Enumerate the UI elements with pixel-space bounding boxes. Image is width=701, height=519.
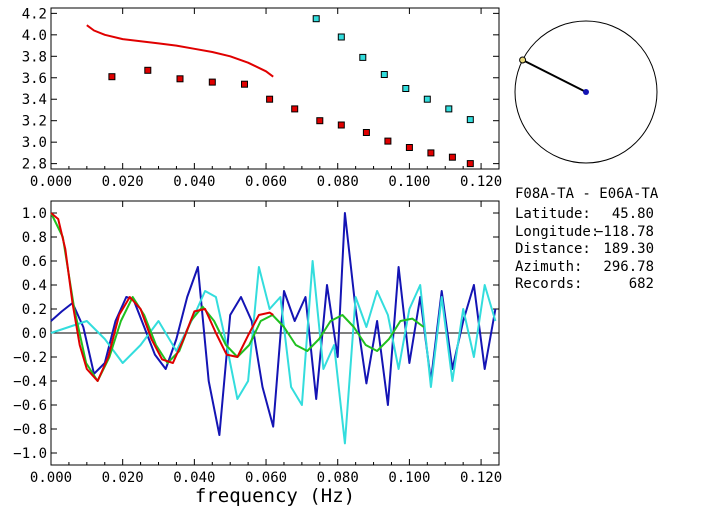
longitude-label: Longitude: [515, 224, 599, 240]
phase-velocity-panel: 0.000 0.020 0.040 0.060 0.080 0.100 0.120 2.8 3.… [22, 6, 502, 190]
x-tick-label: 0.040 [173, 174, 215, 190]
top-series [86, 15, 474, 168]
distance-label: Distance: [515, 241, 591, 257]
data-point [359, 53, 367, 61]
x-tick-label: 0.100 [388, 470, 430, 486]
x-axis-label: frequency (Hz) [195, 485, 355, 507]
y-tick-label: −0.4 [13, 374, 47, 390]
data-point [337, 33, 345, 41]
data-point [380, 71, 388, 78]
y-tick-label: 2.8 [22, 157, 47, 173]
y-tick-label: −0.8 [13, 422, 47, 438]
y-tick-label: 3.6 [22, 71, 47, 87]
y-tick-label: 0.2 [22, 302, 47, 318]
distance-value: 189.30 [603, 241, 654, 257]
data-point [384, 137, 392, 145]
station-info: F08A-TA - E06A-TA Latitude: 45.80 Longit… [515, 186, 659, 292]
series-line-0 [50, 212, 497, 436]
data-point [312, 15, 320, 23]
records-label: Records: [515, 276, 582, 292]
x-tick-label: 0.080 [317, 470, 359, 486]
x-tick-label: 0.120 [460, 470, 502, 486]
correlation-panel: 0.000 0.020 0.040 0.060 0.080 0.100 0.120 1.0 0.… [13, 200, 502, 507]
x-tick-label: 0.120 [460, 174, 502, 190]
station-pair: F08A-TA - E06A-TA [515, 186, 659, 202]
y-tick-label: 0.8 [22, 230, 47, 246]
latitude-label: Latitude: [515, 206, 591, 222]
records-value: 682 [629, 276, 654, 292]
longitude-value: −118.78 [595, 224, 654, 240]
data-point [108, 73, 116, 81]
data-point [337, 121, 345, 129]
center-marker [583, 89, 589, 95]
bottom-axis-ticks: 0.000 0.020 0.040 0.060 0.080 0.100 0.120 1.0 0.… [13, 201, 502, 486]
data-point [291, 105, 299, 113]
data-point [266, 95, 274, 103]
data-point [176, 75, 184, 83]
y-tick-label: 3.2 [22, 114, 47, 130]
series-line-0 [86, 24, 274, 78]
y-tick-label: 4.2 [22, 6, 47, 22]
data-point [466, 160, 474, 168]
station-marker [519, 56, 527, 64]
data-point [316, 117, 324, 125]
data-point [448, 153, 456, 161]
data-point [144, 66, 152, 74]
data-point [402, 85, 410, 92]
data-point [208, 78, 216, 86]
y-tick-label: 3.0 [22, 135, 47, 151]
x-tick-label: 0.100 [388, 174, 430, 190]
y-tick-label: −1.0 [13, 446, 47, 462]
y-tick-label: 3.8 [22, 49, 47, 65]
data-point [427, 149, 435, 157]
data-point [405, 144, 413, 151]
y-tick-label: 3.4 [22, 92, 47, 108]
y-tick-label: 0.4 [22, 278, 47, 294]
station-map [514, 20, 658, 164]
data-point [466, 116, 474, 124]
x-tick-label: 0.060 [245, 174, 287, 190]
x-tick-label: 0.000 [30, 470, 72, 486]
y-tick-label: −0.6 [13, 398, 47, 414]
data-point [423, 95, 431, 103]
top-axis-ticks: 0.000 0.020 0.040 0.060 0.080 0.100 0.120 2.8 3.… [22, 6, 502, 190]
path-line [522, 59, 587, 93]
x-tick-label: 0.020 [102, 174, 144, 190]
x-tick-label: 0.020 [102, 470, 144, 486]
y-tick-label: 1.0 [22, 206, 47, 222]
series-line-3 [50, 212, 274, 382]
y-tick-label: 0.0 [22, 326, 47, 342]
x-tick-label: 0.060 [245, 470, 287, 486]
map-circle [514, 20, 658, 164]
y-tick-label: 0.6 [22, 254, 47, 270]
x-tick-label: 0.080 [317, 174, 359, 190]
data-point [445, 105, 453, 113]
bottom-series [50, 212, 497, 445]
y-tick-label: −0.2 [13, 350, 47, 366]
azimuth-label: Azimuth: [515, 259, 582, 275]
top-plot-frame [50, 7, 500, 170]
x-tick-label: 0.000 [30, 174, 72, 190]
x-tick-label: 0.040 [173, 470, 215, 486]
series-line-1 [50, 260, 497, 445]
y-tick-label: 4.0 [22, 28, 47, 44]
data-point [362, 129, 370, 136]
data-point [241, 80, 248, 88]
latitude-value: 45.80 [612, 206, 654, 222]
azimuth-value: 296.78 [603, 259, 654, 275]
